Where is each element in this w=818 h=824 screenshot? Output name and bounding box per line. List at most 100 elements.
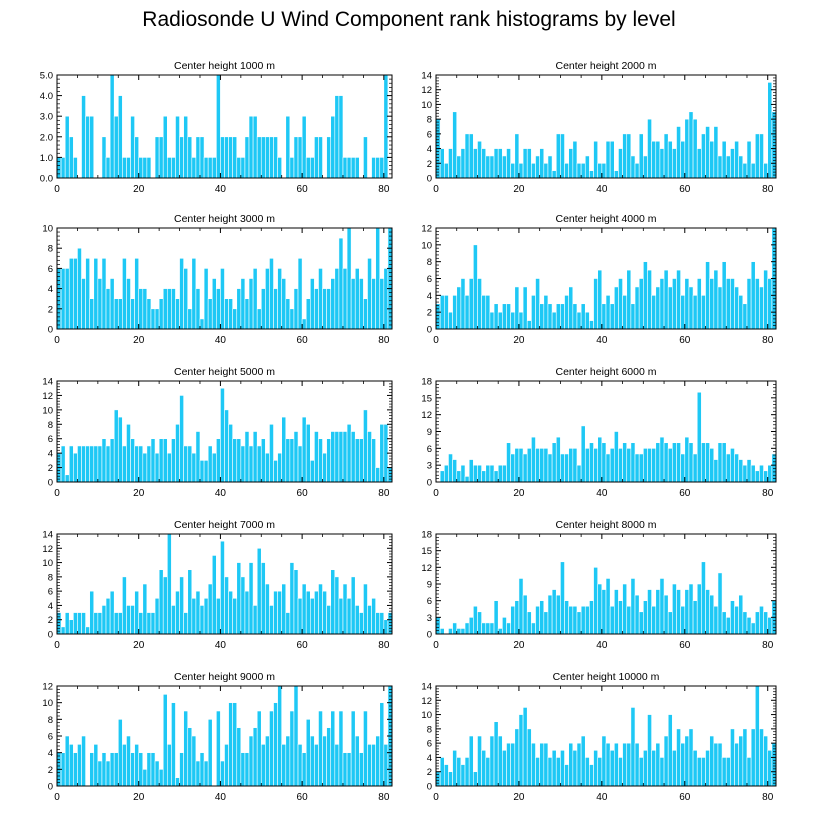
bar (363, 136, 368, 179)
bar (746, 278, 752, 330)
bar (371, 597, 376, 635)
bar (64, 612, 70, 635)
bar (564, 295, 569, 330)
bar (330, 569, 336, 635)
bar (477, 611, 482, 635)
bar (543, 611, 549, 635)
bar (187, 308, 193, 330)
bar (322, 590, 327, 635)
bar (477, 140, 482, 179)
x-tick-label: 40 (596, 792, 608, 803)
bar (601, 735, 607, 787)
bar (605, 742, 611, 787)
bar (526, 448, 532, 483)
bar (730, 148, 735, 179)
bar (277, 685, 282, 787)
bar (676, 269, 681, 330)
bar (705, 261, 710, 330)
bar (647, 448, 652, 483)
bar (580, 162, 586, 179)
bar (759, 133, 764, 179)
bar (622, 442, 628, 483)
y-tick-label: 14 (421, 682, 432, 693)
bar (721, 261, 727, 330)
bar (759, 286, 764, 330)
bar (134, 136, 140, 179)
bar (456, 155, 462, 179)
plot-frame (56, 227, 393, 330)
bar (224, 136, 229, 179)
bar (346, 157, 352, 179)
y-tick-label: 8 (48, 715, 53, 726)
bar (651, 448, 657, 483)
y-tick-label: 2 (427, 159, 432, 170)
bar (195, 760, 201, 787)
y-tick-label: 14 (42, 377, 53, 388)
y-tick-label: 3.0 (40, 112, 53, 123)
bar (175, 298, 180, 330)
bar (725, 757, 731, 787)
bar (130, 298, 135, 330)
bar (468, 459, 474, 483)
bar (334, 431, 340, 483)
bar (285, 612, 291, 635)
bar (162, 115, 168, 179)
x-tick-label: 40 (215, 488, 227, 499)
y-tick-label: 9 (427, 580, 432, 591)
bar (659, 278, 665, 330)
bar (97, 760, 103, 787)
bar (240, 278, 246, 330)
bar (584, 448, 590, 483)
bar (224, 744, 229, 787)
bar (531, 162, 536, 179)
bar (81, 735, 86, 787)
bar (601, 303, 607, 330)
bar (742, 162, 748, 179)
x-tick-label: 40 (215, 792, 227, 803)
bar (435, 303, 441, 330)
bar (64, 268, 70, 330)
bar (305, 423, 311, 483)
bar (705, 126, 710, 179)
bar (593, 448, 599, 483)
bar (363, 710, 368, 787)
x-tick-label: 0 (54, 335, 60, 346)
bar (676, 126, 681, 179)
bar (576, 464, 582, 483)
bar (460, 464, 466, 483)
x-tick-label: 0 (54, 640, 60, 651)
bar (655, 442, 661, 483)
bar (531, 622, 536, 635)
bar (81, 278, 86, 330)
bar (485, 622, 491, 635)
bar (342, 583, 348, 635)
bar (750, 622, 756, 635)
bar (647, 714, 652, 787)
bar (89, 590, 95, 635)
bar (126, 157, 131, 179)
bar (314, 744, 319, 787)
bar (179, 752, 184, 787)
bar (663, 133, 669, 179)
bar (460, 148, 466, 179)
bar (109, 752, 115, 787)
bar (265, 136, 270, 179)
bar (273, 590, 278, 635)
bar (207, 583, 213, 635)
bar (314, 136, 319, 179)
bar (767, 749, 773, 787)
bar (379, 423, 385, 483)
bar (448, 148, 453, 179)
bar (539, 148, 545, 179)
bar (301, 318, 307, 330)
bar (359, 278, 364, 330)
bar (167, 157, 172, 179)
bar (64, 735, 70, 787)
x-tick-label: 80 (762, 335, 774, 346)
bar (543, 295, 549, 330)
bar (342, 431, 348, 483)
bar (113, 298, 119, 330)
bar (638, 757, 644, 787)
bar (443, 764, 449, 787)
